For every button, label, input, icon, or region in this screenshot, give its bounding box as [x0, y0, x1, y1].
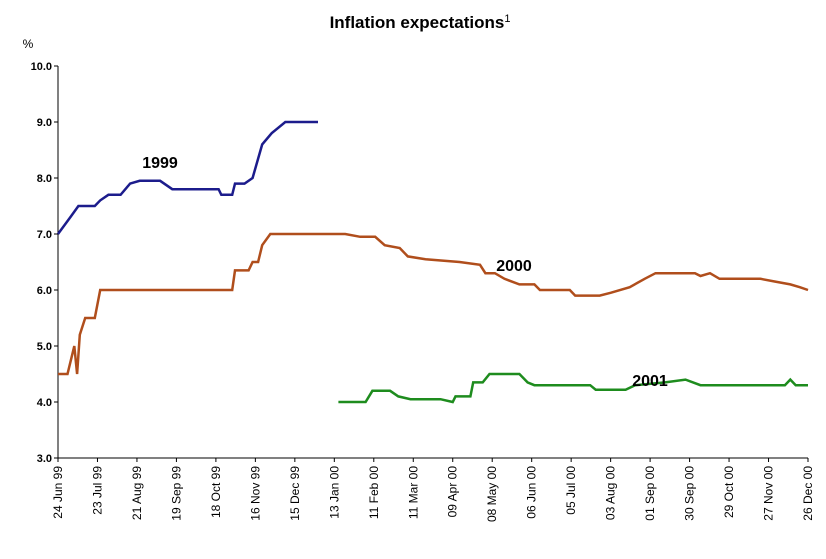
- x-tick-label: 21 Aug 99: [130, 466, 144, 520]
- x-tick-label: 19 Sep 99: [169, 466, 183, 521]
- x-tick-label: 11 Feb 00: [367, 466, 381, 519]
- y-tick-label: 5.0: [37, 341, 52, 353]
- x-tick-label: 29 Oct 00: [722, 466, 736, 518]
- y-tick-label: 4.0: [37, 397, 52, 409]
- x-tick-label: 16 Nov 99: [248, 466, 262, 521]
- y-tick-label: 8.0: [37, 173, 52, 185]
- x-tick-label: 23 Jul 99: [90, 466, 104, 515]
- series-line: [338, 372, 808, 404]
- x-tick-label: 26 Dec 00: [801, 466, 815, 521]
- x-tick-label: 13 Jan 00: [327, 466, 341, 519]
- x-tick-label: 18 Oct 99: [209, 466, 223, 518]
- y-tick-label: 3.0: [37, 453, 52, 465]
- x-tick-label: 30 Sep 00: [683, 466, 697, 521]
- series-label: 1999: [142, 155, 178, 172]
- y-axis-label: %: [23, 37, 34, 51]
- x-tick-label: 08 May 00: [485, 466, 499, 522]
- x-tick-label: 15 Dec 99: [288, 466, 302, 521]
- x-tick-label: 01 Sep 00: [643, 466, 657, 521]
- x-tick-label: 03 Aug 00: [604, 466, 618, 520]
- chart-title: Inflation expectations1: [330, 13, 511, 32]
- x-tick-label: 24 Jun 99: [51, 466, 65, 519]
- series-label: 2000: [496, 258, 532, 275]
- y-tick-label: 9.0: [37, 117, 52, 129]
- y-tick-label: 7.0: [37, 229, 52, 241]
- title-note: 1: [504, 13, 510, 25]
- x-tick-label: 06 Jun 00: [525, 466, 539, 519]
- series-label: 2001: [632, 373, 668, 390]
- x-tick-label: 27 Nov 00: [762, 466, 776, 521]
- x-tick-label: 05 Jul 00: [564, 466, 578, 515]
- series-line: [58, 232, 809, 376]
- x-tick-label: 09 Apr 00: [446, 466, 460, 518]
- series-line: [56, 120, 318, 235]
- x-tick-label: 11 Mar 00: [406, 466, 420, 519]
- y-tick-label: 6.0: [37, 285, 52, 297]
- title-text: Inflation expectations: [330, 13, 505, 32]
- y-tick-label: 10.0: [31, 61, 52, 73]
